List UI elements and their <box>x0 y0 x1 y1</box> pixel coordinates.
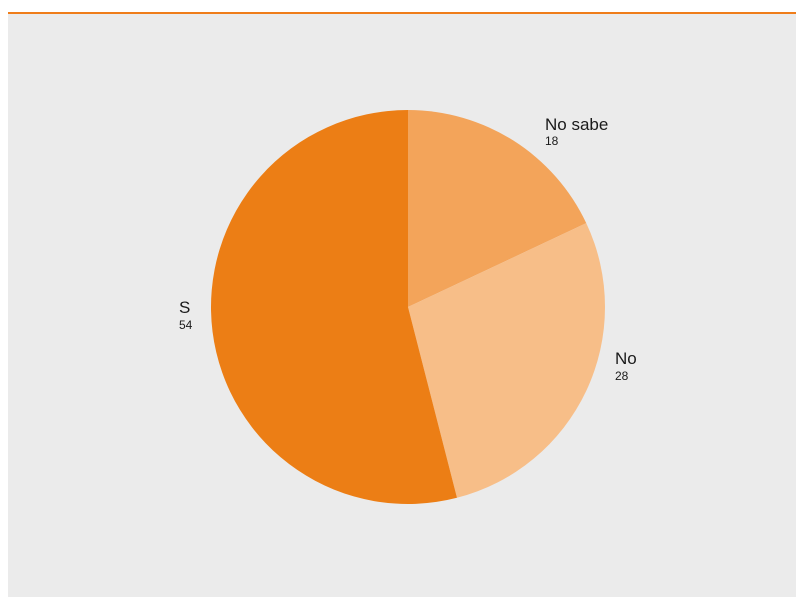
slice-value-no: 28 <box>615 369 629 383</box>
pie-slice-s <box>210 109 457 504</box>
slice-value-s: 54 <box>179 318 193 332</box>
pie-slice-no <box>408 223 605 498</box>
slice-label-no-sabe: No sabe <box>545 115 608 134</box>
slice-value-no-sabe: 18 <box>545 134 559 148</box>
slice-label-s: S <box>179 298 190 317</box>
top-accent-rule <box>8 12 796 14</box>
pie-slice-no-sabe <box>408 110 587 307</box>
pie-slices <box>210 109 605 504</box>
slice-label-no: No <box>615 349 637 368</box>
